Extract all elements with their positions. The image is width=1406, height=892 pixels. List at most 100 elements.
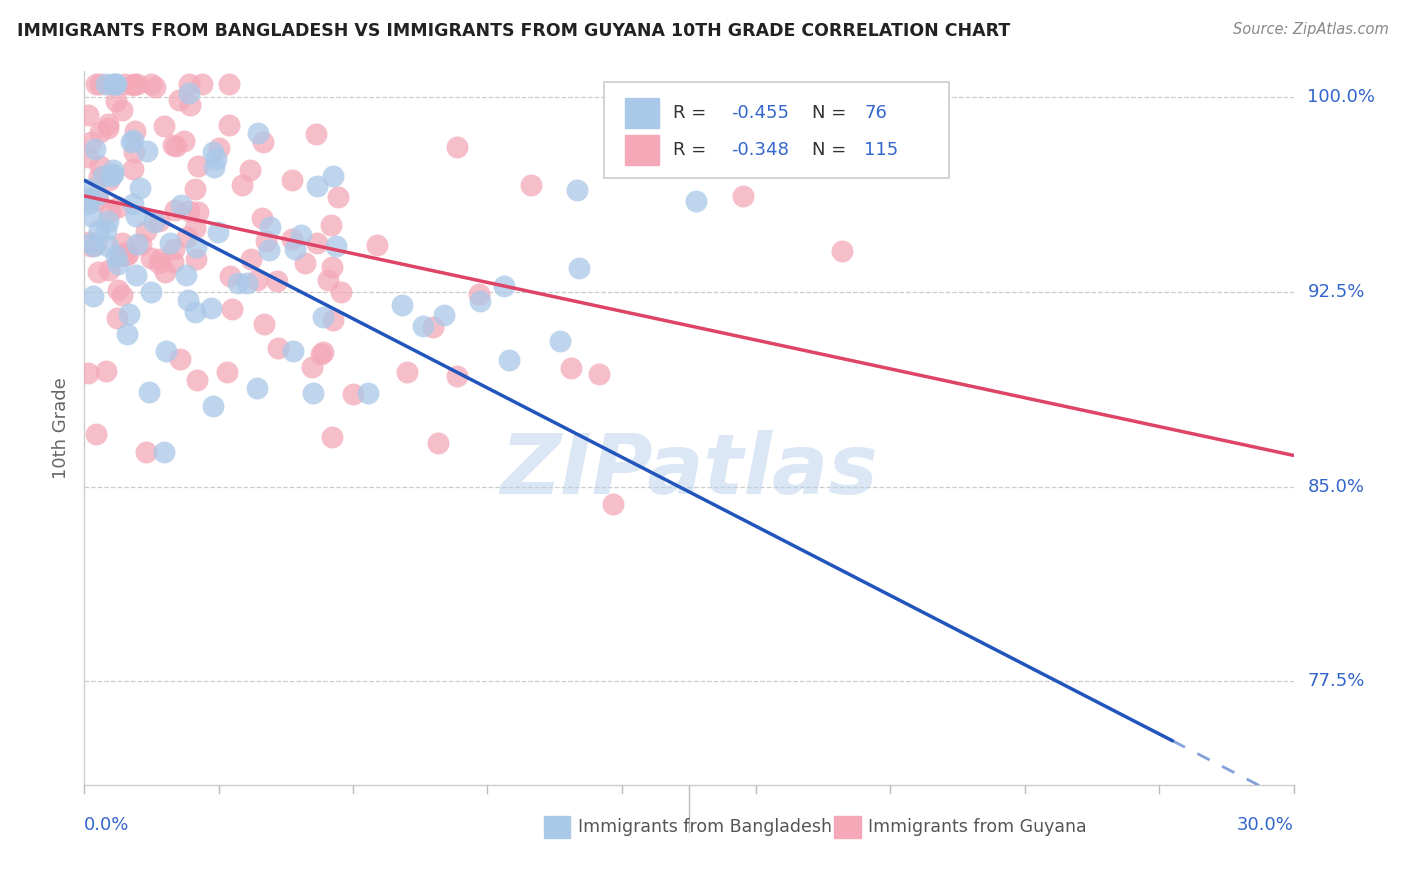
Point [100,169,122,183]
Point [105,311,128,326]
Point [111,103,134,117]
Point [342,387,364,401]
Point [280,172,302,186]
Point [357,385,380,400]
Point [77,182,100,196]
Point [135,223,157,237]
Point [84,141,107,155]
Point [153,265,176,279]
Point [101,78,124,92]
Point [165,203,187,218]
Point [218,78,240,92]
Point [80,135,103,149]
Point [183,221,205,235]
Point [84,427,107,442]
Point [84,237,107,252]
Point [79,192,101,206]
Point [217,365,239,379]
Point [135,445,157,459]
Point [412,319,434,334]
Point [254,234,277,248]
Text: Immigrants from Guyana: Immigrants from Guyana [868,818,1087,836]
Point [191,78,214,92]
Point [498,353,520,368]
Point [103,163,125,178]
Point [77,197,100,211]
Point [290,227,312,242]
Point [148,256,170,270]
Point [141,78,163,92]
Point [226,276,249,290]
Point [468,294,491,309]
Point [307,179,329,194]
Point [548,334,571,348]
Point [165,139,187,153]
Point [107,283,129,297]
Point [602,497,624,511]
Point [281,343,304,358]
Point [153,445,176,459]
Point [173,134,195,148]
Point [124,124,146,138]
Point [124,209,146,223]
Point [115,248,138,262]
Point [246,273,269,287]
Point [250,211,273,226]
Point [89,159,111,173]
Point [236,277,259,291]
Point [108,249,131,263]
Point [87,223,110,237]
Point [98,205,121,219]
Point [97,239,120,253]
Point [202,160,225,174]
Text: 30.0%: 30.0% [1237,816,1294,834]
Point [174,268,197,282]
Point [97,172,120,186]
Point [80,239,103,253]
Point [111,287,134,301]
Point [202,145,225,160]
Point [138,384,160,399]
Point [122,162,145,177]
Point [468,287,491,301]
Point [492,279,515,293]
Point [104,78,127,92]
Point [122,133,145,147]
Point [831,244,853,258]
Point [246,381,269,395]
Point [149,252,172,267]
Point [139,285,162,299]
Bar [624,135,659,165]
Point [565,182,588,196]
Point [422,319,444,334]
Point [221,301,243,316]
Text: -0.348: -0.348 [731,141,789,159]
Point [205,152,228,166]
Point [280,232,302,246]
Point [142,215,165,229]
Point [568,260,591,275]
Point [176,230,198,244]
Point [77,366,100,380]
Point [120,135,142,149]
Point [167,93,190,107]
Point [153,119,176,133]
FancyBboxPatch shape [605,82,949,178]
Point [239,163,262,178]
Text: N =: N = [813,103,852,121]
Point [257,243,280,257]
Text: N =: N = [813,141,852,159]
Point [128,181,150,195]
Point [135,144,157,158]
Point [162,255,184,269]
Bar [624,98,659,128]
Point [200,301,222,316]
Point [231,178,253,193]
Text: 77.5%: 77.5% [1308,673,1365,690]
Bar [834,815,860,838]
Point [122,145,145,159]
Point [446,369,468,384]
Point [96,364,118,378]
Point [179,78,201,92]
Point [118,306,141,320]
